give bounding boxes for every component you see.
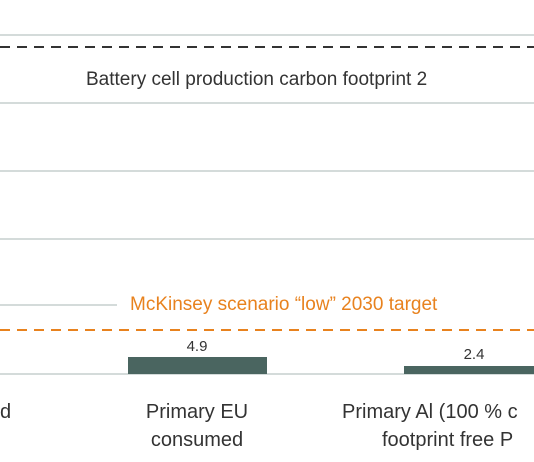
reference-label-mckinsey: McKinsey scenario “low” 2030 target xyxy=(130,294,438,315)
category-label-2-line-2: footprint free P xyxy=(382,429,513,451)
bar-primary-al xyxy=(404,366,534,374)
category-label-1-line-2: consumed xyxy=(151,429,243,451)
value-label-primary-eu: 4.9 xyxy=(187,338,208,355)
category-label-2-line-1: Primary Al (100 % c xyxy=(342,401,518,423)
bar-primary-eu xyxy=(128,357,267,374)
category-label-1-line-1: Primary EU xyxy=(146,401,248,423)
value-label-primary-al: 2.4 xyxy=(464,346,485,363)
reference-label-battery: Battery cell production carbon footprint… xyxy=(86,69,427,90)
category-label-0: d xyxy=(0,401,11,423)
gridlines xyxy=(0,34,534,306)
